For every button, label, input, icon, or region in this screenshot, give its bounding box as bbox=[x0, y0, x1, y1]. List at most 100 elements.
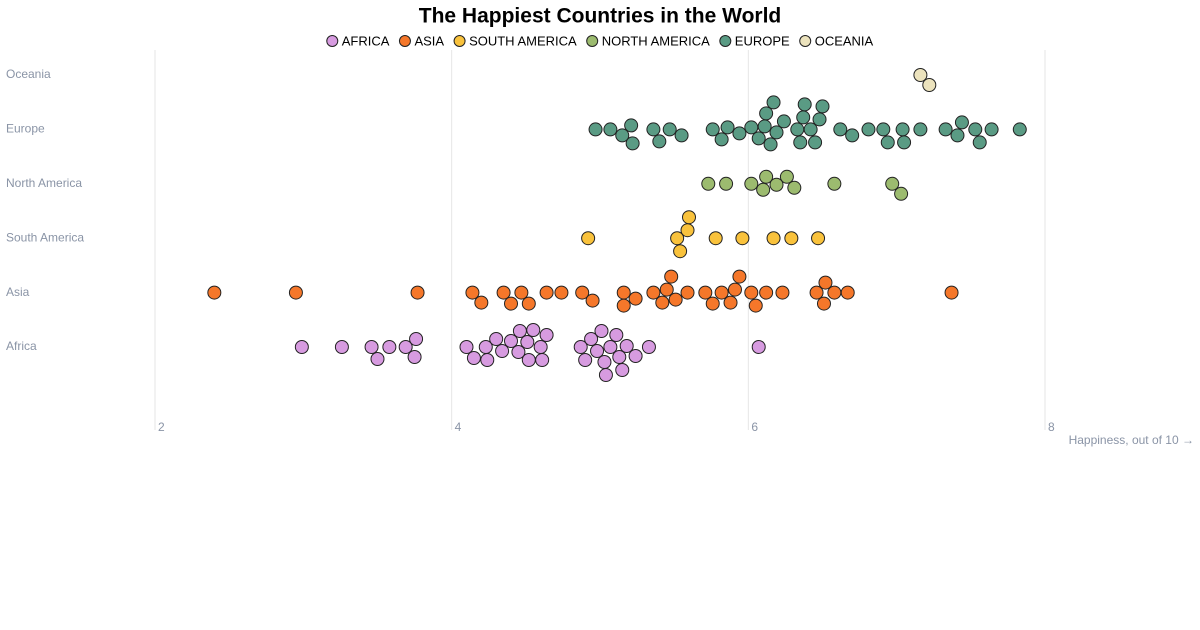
dot bbox=[521, 353, 536, 367]
dot bbox=[504, 296, 518, 311]
dot bbox=[861, 122, 876, 137]
dot bbox=[922, 78, 937, 92]
dot bbox=[294, 340, 309, 354]
dot bbox=[708, 231, 723, 246]
dot bbox=[603, 340, 618, 354]
dot bbox=[727, 282, 742, 297]
chart-title: The Happiest Countries in the World bbox=[419, 5, 781, 28]
dot bbox=[652, 134, 667, 149]
dot bbox=[535, 353, 550, 367]
dot bbox=[885, 176, 900, 191]
dot bbox=[759, 169, 774, 184]
dot bbox=[894, 186, 909, 201]
dot bbox=[578, 353, 593, 367]
legend-marker bbox=[398, 35, 411, 47]
legend-marker bbox=[719, 35, 732, 47]
legend-marker bbox=[453, 35, 466, 47]
dot bbox=[944, 285, 959, 300]
dot bbox=[719, 176, 734, 191]
dot bbox=[480, 353, 495, 367]
legend-label: OCEANIA bbox=[815, 33, 874, 48]
y-tick-label: Africa bbox=[6, 339, 37, 353]
dot bbox=[585, 293, 600, 308]
dot bbox=[603, 122, 618, 137]
dot bbox=[511, 345, 526, 359]
legend-marker bbox=[799, 35, 812, 47]
dot bbox=[619, 339, 634, 353]
x-tick-label: 4 bbox=[455, 420, 462, 434]
dot bbox=[588, 122, 603, 137]
dot bbox=[584, 332, 599, 346]
dot bbox=[714, 132, 729, 147]
dot bbox=[705, 122, 720, 137]
dot bbox=[763, 137, 778, 152]
dot bbox=[682, 210, 696, 225]
dot bbox=[554, 285, 569, 300]
y-tick-label: South America bbox=[6, 230, 84, 244]
dot bbox=[628, 291, 643, 306]
dot bbox=[793, 135, 808, 150]
dot bbox=[769, 177, 784, 192]
dot bbox=[646, 285, 661, 300]
dot bbox=[895, 122, 910, 137]
dot bbox=[496, 285, 511, 300]
dot bbox=[539, 285, 554, 300]
dot bbox=[809, 285, 824, 300]
dot bbox=[913, 122, 928, 137]
dot bbox=[811, 231, 826, 246]
dot bbox=[575, 285, 590, 300]
dot bbox=[670, 231, 685, 246]
dot bbox=[370, 352, 385, 366]
dot bbox=[512, 324, 527, 338]
dot bbox=[504, 334, 518, 348]
dot bbox=[913, 68, 928, 82]
dot bbox=[520, 335, 535, 349]
dot bbox=[616, 285, 631, 300]
dot bbox=[840, 285, 855, 300]
dot bbox=[615, 363, 630, 377]
dot bbox=[880, 135, 895, 150]
dot bbox=[207, 285, 222, 300]
legend-label: SOUTH AMERICA bbox=[469, 33, 577, 48]
y-tick-label: North America bbox=[6, 176, 82, 190]
dot bbox=[787, 180, 802, 195]
legend-marker bbox=[326, 35, 339, 47]
dot bbox=[334, 340, 349, 354]
dot bbox=[594, 324, 609, 338]
dot bbox=[615, 128, 630, 143]
dot bbox=[735, 231, 750, 246]
dot bbox=[790, 122, 805, 137]
dot bbox=[662, 122, 677, 137]
dot bbox=[495, 344, 510, 358]
dot bbox=[779, 169, 794, 184]
dot bbox=[655, 295, 670, 310]
dot bbox=[646, 122, 661, 137]
dot bbox=[714, 285, 729, 300]
dot bbox=[641, 340, 656, 354]
y-tick-label: Europe bbox=[6, 122, 45, 136]
dot bbox=[732, 126, 747, 141]
dot bbox=[972, 135, 987, 150]
y-tick-label: Asia bbox=[6, 285, 30, 299]
dot bbox=[616, 298, 631, 313]
dot bbox=[539, 328, 554, 342]
legend-label: AFRICA bbox=[342, 33, 390, 48]
dot bbox=[950, 128, 965, 143]
dot bbox=[723, 295, 738, 310]
dot bbox=[776, 114, 791, 129]
legend-label: ASIA bbox=[414, 33, 444, 48]
dot bbox=[409, 332, 424, 346]
dot bbox=[732, 269, 747, 284]
dot bbox=[756, 182, 771, 197]
x-tick-label: 2 bbox=[158, 420, 165, 434]
dot bbox=[597, 355, 612, 369]
dot bbox=[744, 120, 759, 135]
dot bbox=[573, 340, 588, 354]
dot bbox=[581, 231, 596, 246]
dot bbox=[590, 344, 605, 358]
dot bbox=[382, 340, 397, 354]
dot bbox=[705, 296, 720, 311]
legend-label: EUROPE bbox=[735, 33, 790, 48]
dot bbox=[751, 131, 766, 146]
